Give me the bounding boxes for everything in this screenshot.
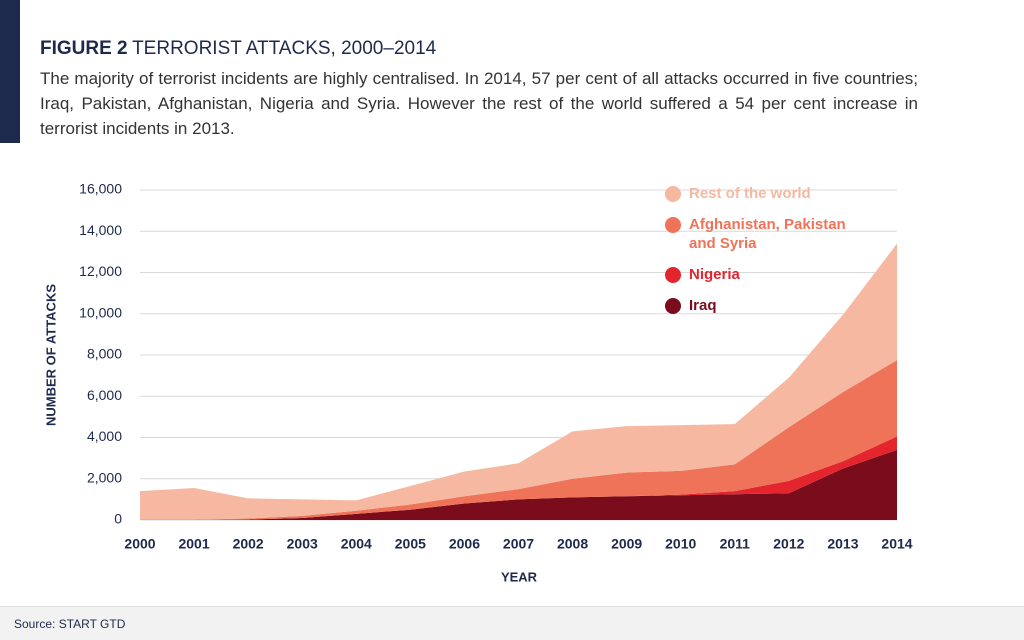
y-tick-label: 8,000 — [87, 346, 122, 362]
accent-bar — [0, 0, 20, 143]
legend-swatch — [665, 267, 681, 283]
x-tick-label: 2014 — [881, 536, 912, 552]
legend-label: Afghanistan, Pakistan and Syria — [689, 216, 846, 252]
y-tick-label: 2,000 — [87, 469, 122, 485]
y-tick-label: 12,000 — [79, 263, 122, 279]
legend: Rest of the world Afghanistan, Pakistan a… — [665, 184, 875, 327]
legend-swatch — [665, 298, 681, 314]
legend-item: Rest of the world — [665, 184, 875, 203]
figure-label: FIGURE 2 — [40, 38, 128, 59]
legend-item: Nigeria — [665, 265, 875, 284]
y-axis-title: NUMBER OF ATTACKS — [43, 284, 58, 426]
x-tick-label: 2001 — [178, 536, 209, 552]
footer: Source: START GTD — [0, 606, 1024, 640]
x-axis-title: YEAR — [501, 569, 538, 584]
legend-swatch — [665, 217, 681, 233]
source: Source: START GTD — [14, 617, 126, 631]
x-tick-label: 2002 — [233, 536, 264, 552]
y-tick-label: 0 — [114, 511, 122, 527]
x-tick-label: 2004 — [341, 536, 372, 552]
area — [140, 449, 897, 520]
y-tick-label: 6,000 — [87, 387, 122, 403]
header: FIGURE 2 TERRORIST ATTACKS, 2000–2014 Th… — [40, 38, 940, 141]
y-tick-label: 16,000 — [79, 181, 122, 197]
legend-label: Iraq — [689, 297, 717, 314]
legend-item: Iraq — [665, 296, 875, 315]
area — [140, 360, 897, 520]
x-tick-label: 2012 — [773, 536, 804, 552]
y-tick-label: 4,000 — [87, 428, 122, 444]
chart-title: TERRORIST ATTACKS, 2000–2014 — [132, 38, 437, 59]
x-tick-label: 2010 — [665, 536, 696, 552]
x-tick-label: 2005 — [395, 536, 426, 552]
legend-swatch — [665, 186, 681, 202]
x-tick-label: 2003 — [287, 536, 318, 552]
x-tick-label: 2009 — [611, 536, 642, 552]
area — [140, 243, 897, 520]
x-tick-label: 2013 — [827, 536, 858, 552]
legend-label: Rest of the world — [689, 185, 811, 202]
x-tick-label: 2011 — [720, 536, 751, 552]
y-tick-label: 10,000 — [79, 304, 122, 320]
x-tick-label: 2006 — [449, 536, 480, 552]
chart: NUMBER OF ATTACKS YEAR 0 2,000 4,000 6,000 8… — [43, 181, 912, 585]
subtitle: The majority of terrorist incidents are … — [40, 69, 918, 138]
legend-item: Afghanistan, Pakistan and Syria — [665, 215, 875, 253]
x-tick-label: 2007 — [503, 536, 534, 552]
y-tick-label: 14,000 — [79, 222, 122, 238]
x-tick-label: 2008 — [557, 536, 588, 552]
legend-label: Nigeria — [689, 266, 740, 283]
x-tick-label: 2000 — [124, 536, 155, 552]
